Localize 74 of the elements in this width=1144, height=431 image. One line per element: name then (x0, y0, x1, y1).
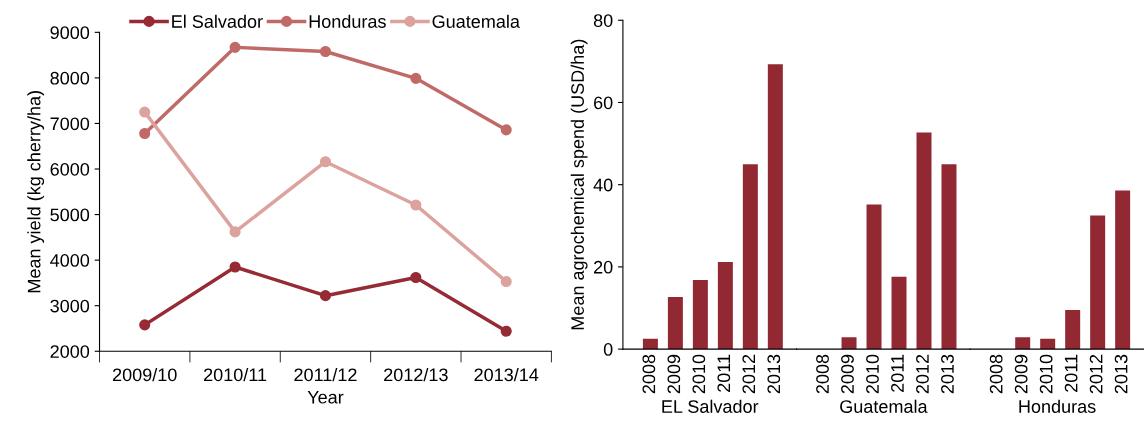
x-tick-label: 2009 (667, 354, 681, 394)
point (139, 319, 151, 331)
bar (1090, 215, 1106, 350)
point (410, 271, 422, 284)
point (229, 261, 241, 273)
x-axis-title: Honduras (1019, 399, 1096, 413)
point (500, 275, 512, 288)
y-tick-label: 5000 (50, 208, 90, 222)
x-tick-label: 2013/14 (474, 367, 539, 382)
y-tick-label: 7000 (50, 117, 90, 131)
bar (717, 261, 733, 350)
x-tick-label: 2011 (717, 354, 731, 392)
bar (891, 276, 907, 350)
bar (1065, 310, 1081, 350)
bar (667, 296, 683, 350)
y-axis-title: Mean yield (kg cherry/ha) (27, 91, 45, 293)
x-tick-label: 2009/10 (112, 367, 177, 382)
bar (742, 164, 758, 350)
y-tick-label: 20 (594, 260, 613, 274)
y-tick-label: 3000 (50, 299, 90, 313)
x-tick-label: 2010 (1039, 354, 1053, 394)
point (319, 290, 332, 302)
point (410, 72, 422, 84)
y-tick-label: 40 (593, 178, 613, 192)
x-tick-label: 2009 (1014, 354, 1028, 394)
point (139, 106, 151, 118)
bar (841, 337, 857, 350)
y-tick-label: 6000 (50, 162, 90, 176)
bar (767, 64, 783, 350)
x-tick-label: 2011/12 (294, 367, 357, 382)
y-tick-label: 0 (603, 343, 613, 356)
bar (941, 164, 957, 350)
x-tick-label: 2008 (989, 354, 1003, 394)
x-axis-title: EL Salvador (662, 399, 759, 413)
x-tick-label: 2009 (841, 354, 854, 394)
x-tick-label: 2008 (816, 354, 829, 394)
x-tick-label: 2012 (742, 354, 756, 394)
x-tick-label: 2010 (692, 354, 706, 394)
bar (866, 204, 882, 350)
bar (1015, 337, 1031, 350)
y-tick-label: 9000 (50, 26, 90, 40)
x-axis-title: Year (307, 390, 344, 404)
y-axis-title: Mean agrochemical spend (USD/ha) (570, 39, 588, 330)
x-tick-label: 2013 (1114, 354, 1128, 394)
bar (692, 280, 708, 350)
y-tick-label: 60 (594, 96, 613, 110)
point (319, 156, 332, 168)
x-tick-label: 2011 (891, 354, 904, 392)
point (229, 41, 241, 53)
x-tick-label: 2008 (642, 354, 656, 394)
x-tick-label: 2013 (767, 354, 781, 394)
x-tick-label: 2010/11 (204, 367, 267, 382)
point (410, 199, 422, 211)
x-tick-label: 2012 (1089, 354, 1103, 394)
legend-label: El Salvador (172, 14, 263, 28)
x-tick-label: 2013 (941, 354, 954, 394)
point (500, 325, 512, 337)
point (500, 124, 512, 136)
x-tick-label: 2010 (866, 354, 879, 394)
point (319, 45, 332, 58)
point (139, 127, 151, 140)
x-tick-label: 2012 (916, 354, 929, 394)
y-tick-label: 2000 (50, 345, 90, 358)
bar (916, 132, 932, 350)
bar (1115, 190, 1131, 350)
x-tick-label: 2011 (1064, 354, 1078, 392)
point (229, 226, 241, 238)
legend-label: Honduras (309, 14, 386, 28)
x-tick-label: 2012/13 (384, 367, 448, 382)
y-tick-label: 80 (593, 14, 613, 27)
y-tick-label: 4000 (50, 254, 90, 267)
y-tick-label: 8000 (50, 71, 90, 85)
legend-label: Guatemala (432, 14, 520, 28)
x-axis-title: Guatemala (840, 399, 928, 413)
